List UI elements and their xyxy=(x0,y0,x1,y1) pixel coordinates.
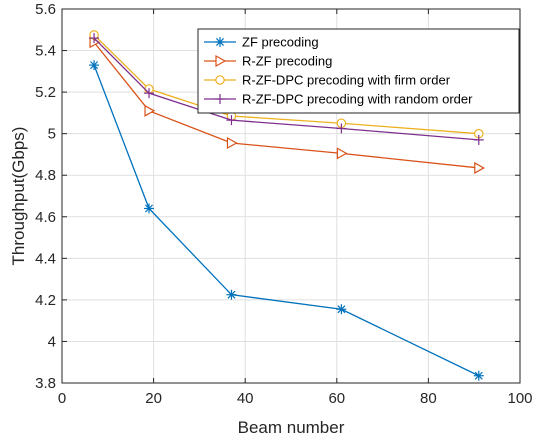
legend-entry: ZF precoding xyxy=(204,35,319,50)
legend-marker xyxy=(215,75,225,85)
plot-frame xyxy=(61,8,521,384)
y-tick-label: 4.2 xyxy=(35,292,56,309)
series-layer xyxy=(89,30,486,381)
data-point xyxy=(474,161,486,174)
y-tick-label: 3.8 xyxy=(35,375,56,392)
data-point xyxy=(89,33,100,44)
y-tick-label: 4 xyxy=(48,333,56,350)
data-point xyxy=(336,123,347,134)
legend-entry: R-ZF precoding xyxy=(204,54,332,69)
legend-label: R-ZF precoding xyxy=(242,54,332,69)
data-point xyxy=(473,134,484,145)
x-tick-label: 20 xyxy=(145,390,162,407)
x-tick-label: 0 xyxy=(58,390,66,407)
series-2 xyxy=(89,36,486,174)
y-tick-label: 4.4 xyxy=(35,250,56,267)
legend-label: R-ZF-DPC precoding with firm order xyxy=(242,73,451,88)
y-tick-label: 5.4 xyxy=(35,43,56,60)
data-point xyxy=(144,203,155,214)
series-1 xyxy=(89,60,484,381)
legend-entry: R-ZF-DPC precoding with random order xyxy=(204,92,473,107)
legend-marker xyxy=(215,54,227,68)
data-point xyxy=(473,370,484,381)
series-4 xyxy=(89,33,484,145)
legend-entry: R-ZF-DPC precoding with firm order xyxy=(204,73,451,88)
y-tick-label: 5.2 xyxy=(35,84,56,101)
legend: ZF precoding R-ZF precoding R-ZF-DPC preco… xyxy=(197,28,520,114)
x-tick-label: 40 xyxy=(237,390,254,407)
x-tick-label: 60 xyxy=(328,390,345,407)
y-tick-label: 4.8 xyxy=(35,167,56,184)
legend-label: ZF precoding xyxy=(242,35,319,50)
y-tick-label: 5.6 xyxy=(35,1,56,18)
legend-box xyxy=(197,28,520,114)
axis-ticks: 0 20 40 60 80 100 3.8 4 4.2 4.4 4.6 4.8 5 5.2 5.4 5.6 xyxy=(35,1,532,407)
legend-marker xyxy=(215,37,225,47)
data-point xyxy=(226,136,238,150)
data-point xyxy=(89,60,100,71)
data-point xyxy=(226,289,237,300)
y-tick-label: 5 xyxy=(48,126,56,143)
data-point xyxy=(336,147,348,160)
legend-label: R-ZF-DPC precoding with random order xyxy=(242,92,473,107)
y-tick-label: 4.6 xyxy=(35,209,56,226)
data-point xyxy=(144,88,155,99)
x-axis-label: Beam number xyxy=(238,418,345,437)
legend-marker xyxy=(215,94,225,104)
x-tick-label: 80 xyxy=(420,390,437,407)
data-point xyxy=(336,304,347,315)
data-point xyxy=(226,115,237,126)
x-tick-label: 100 xyxy=(507,390,532,407)
data-point xyxy=(144,104,156,117)
y-axis-label: Throughput(Gbps) xyxy=(9,127,28,266)
